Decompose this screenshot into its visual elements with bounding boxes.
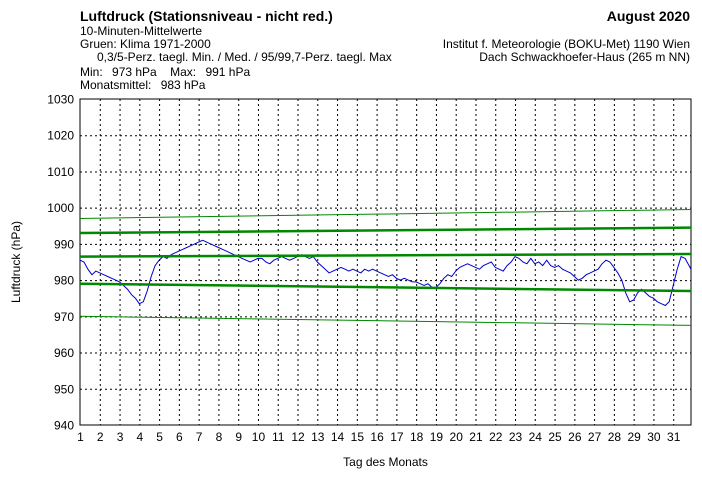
subtitle-interval: 10-Minuten-Mittelwerte [80, 24, 203, 38]
x-tick-label: 23 [509, 430, 523, 444]
y-tick-label: 980 [54, 274, 74, 288]
institute-label: Institut f. Meteorologie (BOKU-Met) 1190… [442, 37, 690, 51]
x-tick-label: 12 [291, 430, 305, 444]
x-tick-label: 9 [235, 430, 242, 444]
x-tick-label: 28 [608, 430, 622, 444]
chart-title: Luftdruck (Stationsniveau - nicht red.) [80, 8, 333, 24]
x-tick-label: 25 [548, 430, 562, 444]
measured-pressure-line [79, 239, 692, 307]
min-value: 973 hPa [112, 65, 157, 79]
y-tick-label: 990 [54, 237, 74, 251]
mean-value: 983 hPa [160, 78, 206, 92]
x-tick-label: 24 [529, 430, 543, 444]
x-tick-label: 19 [430, 430, 444, 444]
max-value: 991 hPa [205, 65, 251, 79]
mean-readout: Monatsmittel: 983 hPa [80, 79, 205, 92]
x-tick-label: 13 [311, 430, 325, 444]
y-tick-label: 970 [54, 310, 74, 324]
x-tick-label: 11 [272, 430, 285, 444]
x-tick-label: 31 [667, 430, 681, 444]
min-readout: Min: 973 hPa Max: 991 hPa [80, 66, 250, 79]
x-tick-label: 27 [588, 430, 602, 444]
x-axis-label: Tag des Monats [343, 455, 428, 469]
x-tick-label: 6 [176, 430, 183, 444]
climate-percentile-line [79, 315, 692, 326]
x-tick-label: 2 [97, 430, 104, 444]
y-tick-label: 950 [54, 382, 74, 396]
climate-percentile-line [79, 226, 692, 235]
x-tick-label: 20 [450, 430, 464, 444]
x-tick-label: 30 [647, 430, 661, 444]
mean-label: Monatsmittel: [80, 78, 152, 92]
climate-percentile-line [79, 209, 692, 219]
plot-frame [79, 98, 692, 426]
x-tick-label: 22 [489, 430, 503, 444]
y-tick-label: 1010 [47, 165, 74, 179]
x-tick-label: 18 [410, 430, 424, 444]
subtitle-climate: Gruen: Klima 1971-2000 [80, 37, 211, 51]
y-tick-label: 1020 [47, 129, 74, 143]
x-tick-label: 17 [390, 430, 404, 444]
x-tick-label: 8 [216, 430, 223, 444]
x-tick-label: 14 [331, 430, 345, 444]
subtitle-percentiles: 0,3/5-Perz. taegl. Min. / Med. / 95/99,7… [97, 50, 392, 64]
x-tick-label: 26 [568, 430, 582, 444]
y-tick-label: 1030 [47, 93, 74, 107]
min-label: Min: [80, 65, 103, 79]
x-tick-label: 10 [252, 430, 266, 444]
x-tick-label: 1 [77, 430, 84, 444]
month-label: August 2020 [606, 8, 690, 24]
y-tick-label: 960 [54, 346, 74, 360]
x-tick-label: 4 [136, 430, 143, 444]
x-tick-label: 21 [469, 430, 483, 444]
x-tick-label: 16 [370, 430, 384, 444]
y-tick-label: 1000 [47, 201, 74, 215]
y-axis-label: Luftdruck (hPa) [9, 221, 23, 303]
climate-percentile-line [79, 282, 692, 293]
x-tick-label: 7 [196, 430, 203, 444]
x-tick-label: 3 [117, 430, 124, 444]
climate-percentile-line [79, 252, 692, 258]
x-tick-label: 15 [351, 430, 365, 444]
x-tick-label: 5 [156, 430, 163, 444]
y-tick-label: 940 [54, 419, 74, 433]
max-label: Max: [170, 65, 197, 79]
location-label: Dach Schwackhoefer-Haus (265 m NN) [479, 50, 690, 64]
x-tick-label: 29 [627, 430, 641, 444]
